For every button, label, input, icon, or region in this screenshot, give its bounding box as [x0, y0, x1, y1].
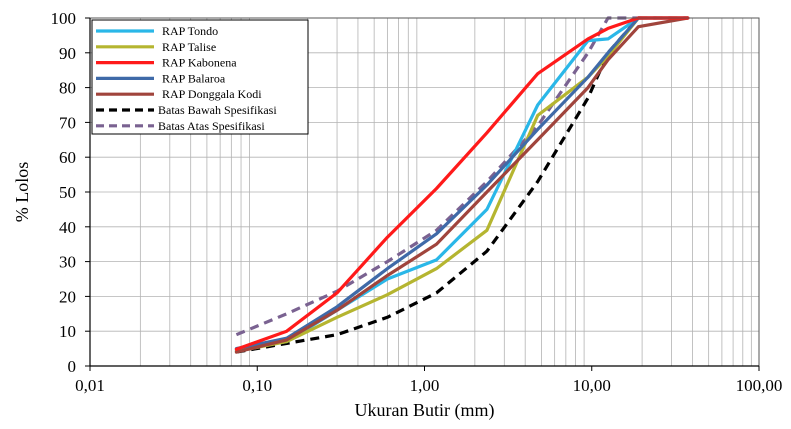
legend-label: RAP Tondo	[162, 24, 218, 38]
x-tick-label: 10,00	[573, 376, 611, 395]
series-line-rap-donggala-kodi	[234, 16, 690, 354]
legend-label: Batas Atas Spesifikasi	[158, 119, 265, 133]
x-tick-label: 0,01	[75, 376, 105, 395]
y-tick-label: 40	[59, 218, 76, 237]
series-line-rap-balaroa	[234, 16, 690, 351]
y-tick-label: 30	[59, 253, 76, 272]
x-tick-label: 100,00	[736, 376, 783, 395]
y-tick-label: 50	[59, 183, 76, 202]
legend-label: RAP Talise	[162, 40, 216, 54]
y-tick-label: 20	[59, 287, 76, 306]
y-tick-label: 10	[59, 322, 76, 341]
x-tick-label: 1,00	[410, 376, 440, 395]
legend-label: RAP Kabonena	[162, 56, 237, 70]
legend-label: RAP Balaroa	[162, 71, 226, 85]
y-tick-label: 90	[59, 44, 76, 63]
series-line-batas-bawah-spesifikasi	[236, 16, 688, 354]
x-tick-label: 0,10	[242, 376, 272, 395]
y-axis-title: % Lolos	[12, 162, 32, 223]
series-line-rap-kabonena	[234, 16, 690, 351]
y-tick-label: 60	[59, 148, 76, 167]
axis-layer: 0 10 20 30 40 50 60 70 80 90 100 0,01 0,10 1,00 10,00 1…	[51, 9, 783, 395]
legend-label: RAP Donggala Kodi	[162, 87, 262, 101]
y-tick-label: 80	[59, 79, 76, 98]
y-tick-label: 70	[59, 113, 76, 132]
y-tick-label: 100	[51, 9, 77, 28]
x-axis-title: Ukuran Butir (mm)	[355, 400, 495, 421]
legend-label: Batas Bawah Spesifikasi	[158, 103, 277, 117]
y-tick-label: 0	[68, 357, 77, 376]
